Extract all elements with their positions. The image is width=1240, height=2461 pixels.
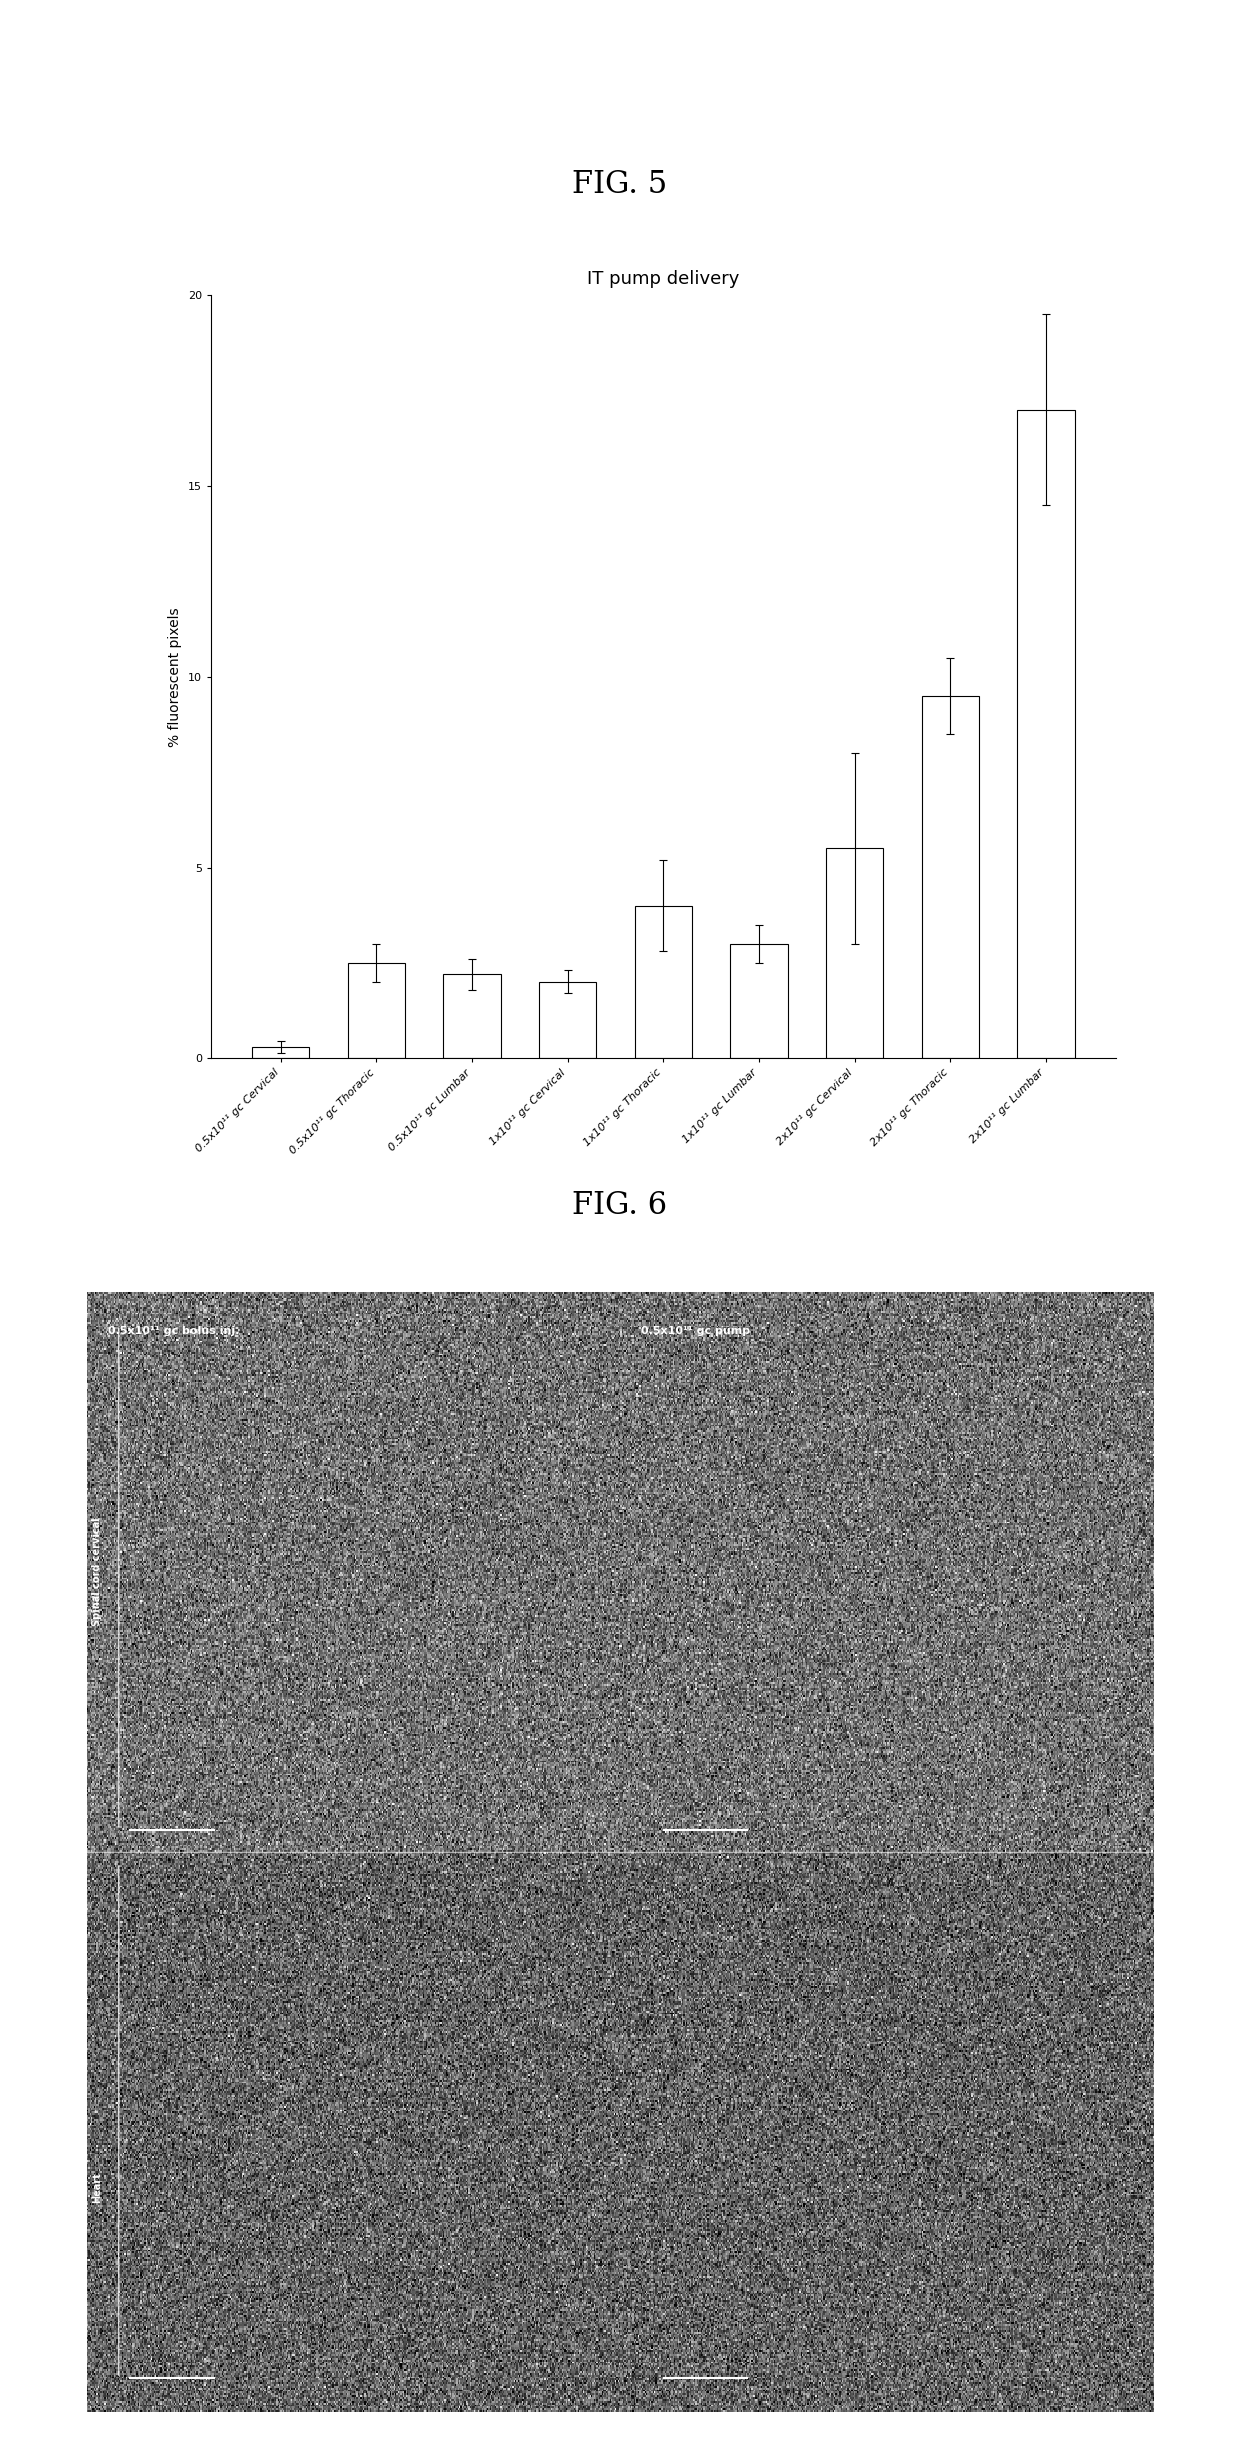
Bar (252, 1046, 309, 1058)
Bar (635, 906, 692, 1058)
Title: IT pump delivery: IT pump delivery (588, 271, 739, 288)
Bar (347, 962, 405, 1058)
Text: 0.5x10¹¹ gc bolus inj.: 0.5x10¹¹ gc bolus inj. (108, 1326, 239, 1336)
Bar (826, 849, 883, 1058)
Bar (444, 975, 501, 1058)
Text: Heart: Heart (92, 2173, 102, 2203)
Bar (539, 982, 596, 1058)
Text: Spinal cord cervical: Spinal cord cervical (92, 1518, 102, 1627)
Text: FIG. 5: FIG. 5 (573, 170, 667, 199)
Bar (730, 945, 787, 1058)
Bar (921, 696, 980, 1058)
Text: FIG. 6: FIG. 6 (573, 1191, 667, 1221)
Text: 0.5x10¹¹ gc pump: 0.5x10¹¹ gc pump (641, 1326, 750, 1336)
Bar (1018, 411, 1075, 1058)
Y-axis label: % fluorescent pixels: % fluorescent pixels (169, 608, 182, 746)
